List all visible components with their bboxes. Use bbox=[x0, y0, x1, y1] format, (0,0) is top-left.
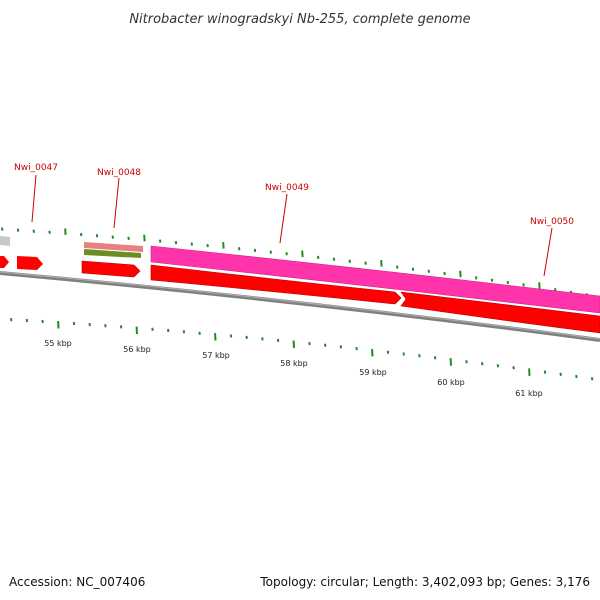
gene-label-nwi-0048[interactable]: Nwi_0048 bbox=[97, 168, 141, 178]
genome-backbone-highlight bbox=[0, 271, 600, 340]
scale-label: 56 kbp bbox=[123, 345, 151, 354]
gene-label-leader bbox=[113, 177, 120, 229]
gene-nwi-0048-rrna-band[interactable] bbox=[84, 242, 143, 252]
inner-tick-ring bbox=[10, 317, 594, 381]
gene-label-nwi-0050[interactable]: Nwi_0050 bbox=[530, 217, 574, 227]
gene-long-red-cds-1[interactable] bbox=[150, 264, 402, 305]
scale-label: 61 kbp bbox=[515, 389, 543, 398]
gene-label-leader bbox=[31, 174, 37, 223]
accession-text: Accession: NC_007406 bbox=[9, 575, 145, 589]
scale-labels: 55 kbp 56 kbp 57 kbp 58 kbp 59 kbp 60 kb… bbox=[44, 339, 543, 398]
gene-label-leader bbox=[279, 193, 288, 244]
gene-labels: Nwi_0047 Nwi_0048 Nwi_0049 Nwi_0050 bbox=[14, 163, 574, 277]
map-title: Nitrobacter winogradskyi Nb-255, complet… bbox=[129, 12, 470, 27]
scale-label: 57 kbp bbox=[202, 351, 230, 360]
gene-nwi-0048-trna-band[interactable] bbox=[84, 249, 141, 258]
gene-small-arrow-1[interactable] bbox=[0, 256, 9, 268]
genome-backbone bbox=[0, 271, 600, 342]
genome-summary-text: Topology: circular; Length: 3,402,093 bp… bbox=[259, 575, 590, 589]
scale-label: 59 kbp bbox=[359, 368, 387, 377]
grey-feature[interactable] bbox=[0, 236, 10, 246]
gene-label-nwi-0047[interactable]: Nwi_0047 bbox=[14, 163, 58, 173]
feature-track bbox=[0, 236, 600, 334]
gene-nwi-0049-pink-cds[interactable] bbox=[150, 245, 600, 314]
scale-label: 55 kbp bbox=[44, 339, 72, 348]
gene-label-nwi-0049[interactable]: Nwi_0049 bbox=[265, 183, 309, 193]
scale-label: 60 kbp bbox=[437, 378, 465, 387]
gene-label-leader bbox=[543, 227, 553, 277]
gene-small-arrow-2[interactable] bbox=[17, 256, 43, 270]
gene-nwi-0048-cds[interactable] bbox=[81, 260, 141, 278]
scale-label: 58 kbp bbox=[280, 359, 308, 368]
